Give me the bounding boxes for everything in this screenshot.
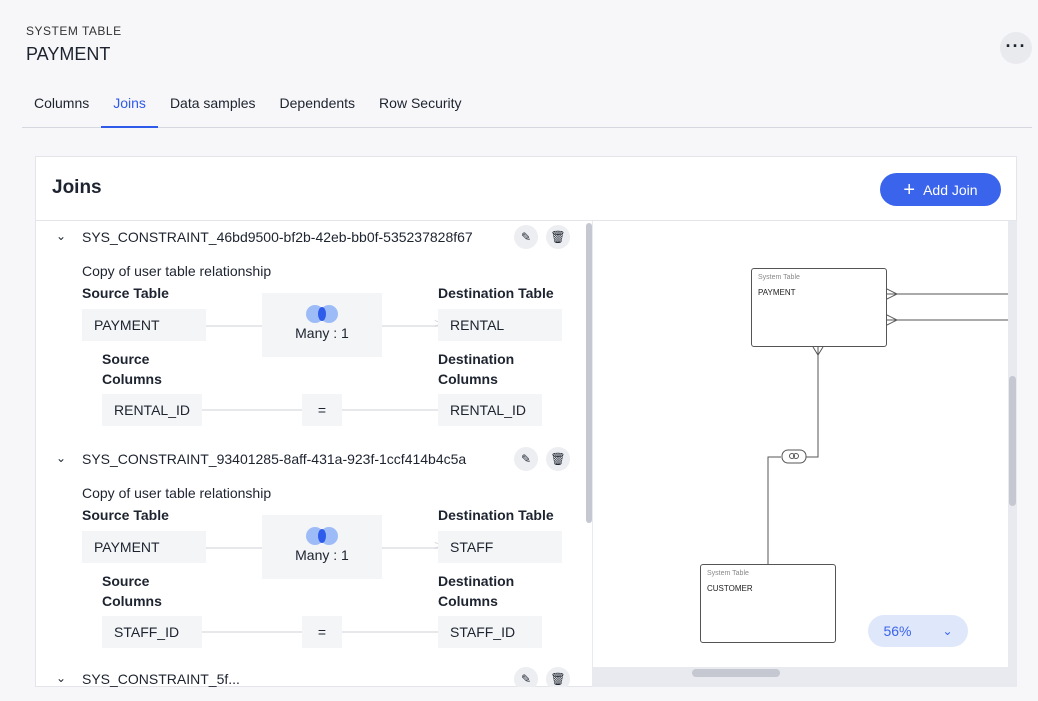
destination-column-value: STAFF_ID <box>438 616 542 648</box>
join-item: ⌄ SYS_CONSTRAINT_46bd9500-bf2b-42eb-bb0f… <box>36 221 586 443</box>
plus-icon: + <box>903 178 916 201</box>
destination-table-label: Destination Table <box>438 285 554 301</box>
tab-bar: Columns Joins Data samples Dependents Ro… <box>22 90 1032 128</box>
destination-table-value: RENTAL <box>438 309 562 341</box>
join-description: Copy of user table relationship <box>82 485 272 501</box>
join-name: SYS_CONSTRAINT_5f... <box>82 671 240 687</box>
ellipsis-icon: ··· <box>1005 36 1027 56</box>
tab-columns[interactable]: Columns <box>34 95 90 111</box>
entity-payment[interactable]: System Table PAYMENT <box>751 268 887 347</box>
source-table-label: Source Table <box>82 285 169 301</box>
source-columns-label: Source Columns <box>102 573 162 609</box>
entity-type: System Table <box>758 274 800 281</box>
joins-title: Joins <box>52 177 102 198</box>
source-column-value: STAFF_ID <box>102 616 202 648</box>
tab-data-samples[interactable]: Data samples <box>169 95 256 111</box>
page-subtitle: SYSTEM TABLE <box>26 24 122 38</box>
cardinality: Many : 1 <box>295 325 349 341</box>
more-options-button[interactable]: ··· <box>1000 32 1032 64</box>
diagram-canvas[interactable]: System Table PAYMENT System Table CUSTOM… <box>593 221 1008 667</box>
entity-name: PAYMENT <box>758 288 796 297</box>
join-diagram: System Table PAYMENT System Table CUSTOM… <box>592 221 1017 687</box>
destination-columns-label: Destination Columns <box>438 573 515 609</box>
entity-type: System Table <box>707 570 749 577</box>
equals-operator: = <box>302 394 342 426</box>
entity-customer[interactable]: System Table CUSTOMER <box>700 564 836 643</box>
destination-table-label: Destination Table <box>438 507 554 523</box>
edit-join-button[interactable]: ✎ <box>514 667 538 687</box>
tab-dependents[interactable]: Dependents <box>279 95 356 111</box>
vertical-scrollbar[interactable] <box>1009 376 1016 506</box>
source-table-value: PAYMENT <box>82 531 206 563</box>
chevron-down-icon[interactable]: ⌄ <box>56 451 67 465</box>
divider <box>36 220 1016 221</box>
chevron-down-icon: ⌄ <box>942 624 953 638</box>
source-table-label: Source Table <box>82 507 169 523</box>
delete-join-button[interactable]: 🗑 <box>546 225 570 249</box>
tab-joins[interactable]: Joins <box>101 90 158 128</box>
list-scrollbar[interactable] <box>586 223 592 523</box>
source-columns-label: Source Columns <box>102 351 162 387</box>
cardinality-box[interactable]: Many : 1 <box>262 293 382 357</box>
venn-icon <box>306 527 338 545</box>
tab-row-security[interactable]: Row Security <box>379 95 462 111</box>
edit-join-button[interactable]: ✎ <box>514 447 538 471</box>
add-join-button[interactable]: + Add Join <box>880 173 1001 206</box>
cardinality: Many : 1 <box>295 547 349 563</box>
delete-join-button[interactable]: 🗑 <box>546 447 570 471</box>
entity-name: CUSTOMER <box>707 584 753 593</box>
destination-columns-label: Destination Columns <box>438 351 515 387</box>
join-name: SYS_CONSTRAINT_46bd9500-bf2b-42eb-bb0f-5… <box>82 229 473 245</box>
relationship-lines <box>767 288 1008 565</box>
chevron-down-icon[interactable]: ⌄ <box>56 671 67 685</box>
source-column-value: RENTAL_ID <box>102 394 202 426</box>
equals-operator: = <box>302 616 342 648</box>
joins-list: ⌄ SYS_CONSTRAINT_46bd9500-bf2b-42eb-bb0f… <box>36 221 586 687</box>
join-name: SYS_CONSTRAINT_93401285-8aff-431a-923f-1… <box>82 451 467 467</box>
join-description: Copy of user table relationship <box>82 263 272 279</box>
venn-icon <box>306 305 338 323</box>
destination-table-value: STAFF <box>438 531 562 563</box>
zoom-select[interactable]: 56% ⌄ <box>868 615 968 647</box>
edit-join-button[interactable]: ✎ <box>514 225 538 249</box>
chevron-down-icon[interactable]: ⌄ <box>56 229 67 243</box>
source-table-value: PAYMENT <box>82 309 206 341</box>
add-join-label: Add Join <box>923 181 978 198</box>
cardinality-box[interactable]: Many : 1 <box>262 515 382 579</box>
joins-card: Joins + Add Join ⌄ SYS_CONSTRAINT_46bd950… <box>35 156 1017 687</box>
join-item: ⌄ SYS_CONSTRAINT_5f... ✎ 🗑 <box>36 663 586 687</box>
join-item: ⌄ SYS_CONSTRAINT_93401285-8aff-431a-923f… <box>36 443 586 665</box>
delete-join-button[interactable]: 🗑 <box>546 667 570 687</box>
zoom-value: 56% <box>883 623 912 639</box>
horizontal-scrollbar[interactable] <box>692 669 780 677</box>
page-title: PAYMENT <box>26 44 111 64</box>
destination-column-value: RENTAL_ID <box>438 394 542 426</box>
